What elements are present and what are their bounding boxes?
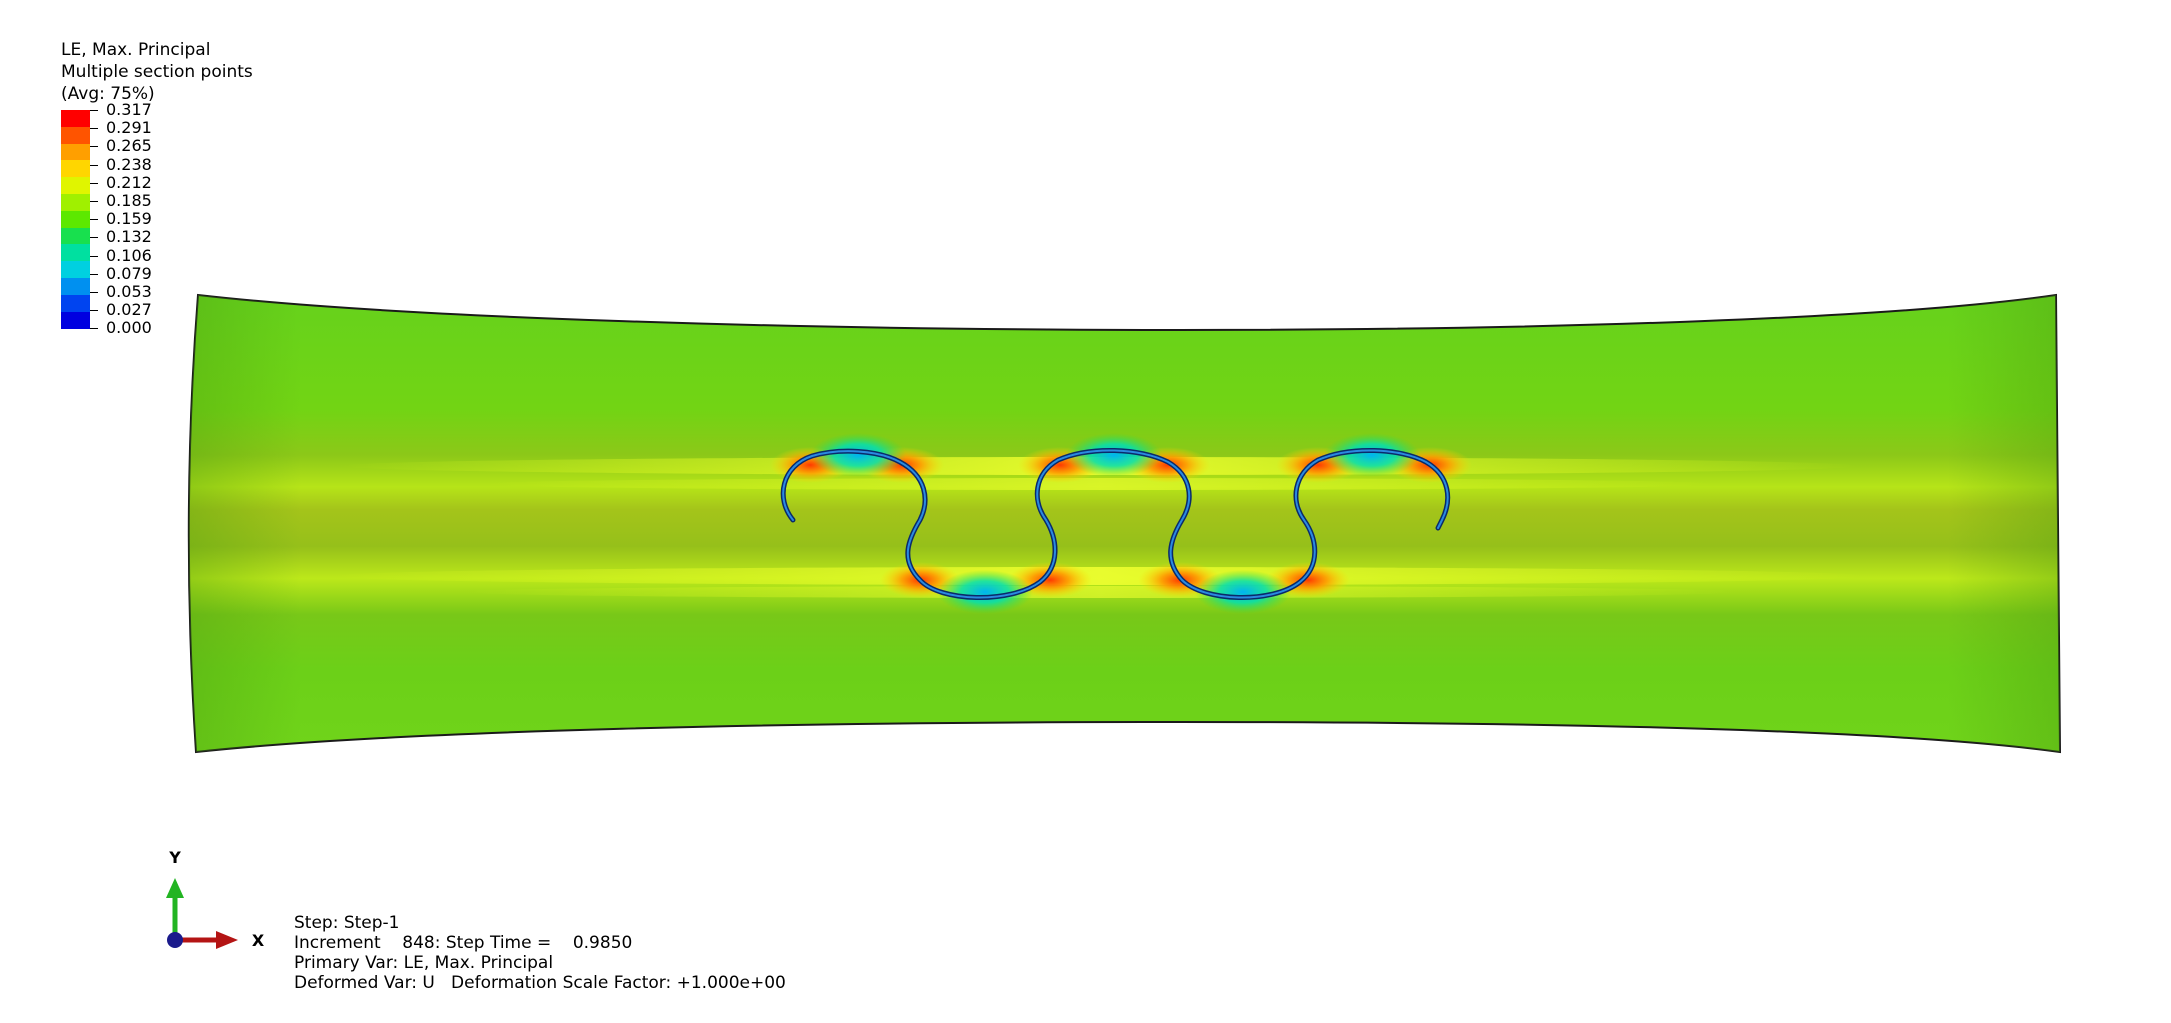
legend-tick-label: 0.000 <box>106 318 152 338</box>
edge-shading <box>188 295 2061 752</box>
legend-title: LE, Max. Principal Multiple section point… <box>61 39 253 105</box>
legend-tick-label: 0.053 <box>106 282 152 301</box>
legend-tick-label: 0.291 <box>106 118 152 138</box>
legend-color-band <box>61 294 90 313</box>
legend-tick <box>90 292 98 293</box>
lower-strain-band-2 <box>460 586 1740 598</box>
primary-var-text: Primary Var: LE, Max. Principal <box>294 953 554 973</box>
legend-color-band <box>61 160 90 178</box>
legend-tick <box>90 310 98 312</box>
slit-edge-highlight <box>782 449 1449 599</box>
legend-color-band <box>61 261 90 279</box>
legend-color-band <box>61 311 90 329</box>
legend-title-line-1: LE, Max. Principal <box>61 40 211 60</box>
legend-color-band <box>61 194 90 212</box>
z-axis-origin <box>167 932 183 948</box>
legend-tick <box>90 219 98 221</box>
upper-strain-band-2 <box>480 478 1720 490</box>
x-axis-label: X <box>252 931 265 950</box>
legend-tick-label: 0.079 <box>106 263 152 283</box>
legend-color-band <box>61 278 90 296</box>
legend-tick <box>90 201 98 202</box>
legend-title-line-2: Multiple section points <box>61 62 253 82</box>
legend-color-band <box>61 210 90 229</box>
legend-tick-label: 0.238 <box>106 154 152 174</box>
legend-tick-label: 0.106 <box>106 245 152 265</box>
legend-tick <box>90 110 98 111</box>
legend-tick <box>90 128 98 130</box>
y-axis-label: Y <box>168 848 181 867</box>
legend-color-band <box>61 126 90 145</box>
legend-tick <box>90 328 98 330</box>
legend-tick-label: 0.027 <box>106 300 152 320</box>
legend-color-band <box>61 110 90 128</box>
legend-tick-label: 0.132 <box>106 227 152 247</box>
cool-spot <box>1195 570 1291 614</box>
legend-color-bar: 0.317 0.291 0.265 0.238 0.212 0.185 0.159 0.132… <box>61 101 181 337</box>
contour-legend: LE, Max. Principal Multiple section point… <box>61 39 253 337</box>
cool-spot <box>1066 433 1162 477</box>
cool-spot <box>937 570 1033 614</box>
x-axis-arrowhead <box>216 931 238 949</box>
legend-color-band <box>61 244 90 262</box>
legend-tick <box>90 164 98 166</box>
legend-tick-label: 0.317 <box>106 100 152 119</box>
legend-tick <box>90 146 98 148</box>
axis-triad: Y X <box>166 848 265 950</box>
legend-tick-label: 0.265 <box>106 136 152 156</box>
lower-strain-band <box>330 567 1870 585</box>
legend-color-band <box>61 177 90 195</box>
cool-spot <box>810 433 906 477</box>
legend-tick-label: 0.212 <box>106 172 152 192</box>
deformed-var-text: Deformed Var: U Deformation Scale Factor… <box>294 973 786 993</box>
legend-tick <box>90 255 98 257</box>
increment-text: Increment 848: Step Time = 0.9850 <box>294 933 633 953</box>
y-axis-arrowhead <box>166 878 184 898</box>
legend-color-band <box>61 143 90 161</box>
legend-tick <box>90 182 98 184</box>
legend-tick <box>90 237 98 239</box>
legend-tick-label: 0.185 <box>106 191 152 210</box>
legend-tick-label: 0.159 <box>106 209 152 229</box>
cool-spot <box>1324 433 1420 477</box>
viewport-info-block: Step: Step-1 Increment 848: Step Time = 0… <box>294 913 786 993</box>
step-text: Step: Step-1 <box>294 913 400 933</box>
legend-tick <box>90 273 98 275</box>
legend-color-band <box>61 227 90 245</box>
legend-title-line-3: (Avg: 75%) <box>61 84 155 104</box>
